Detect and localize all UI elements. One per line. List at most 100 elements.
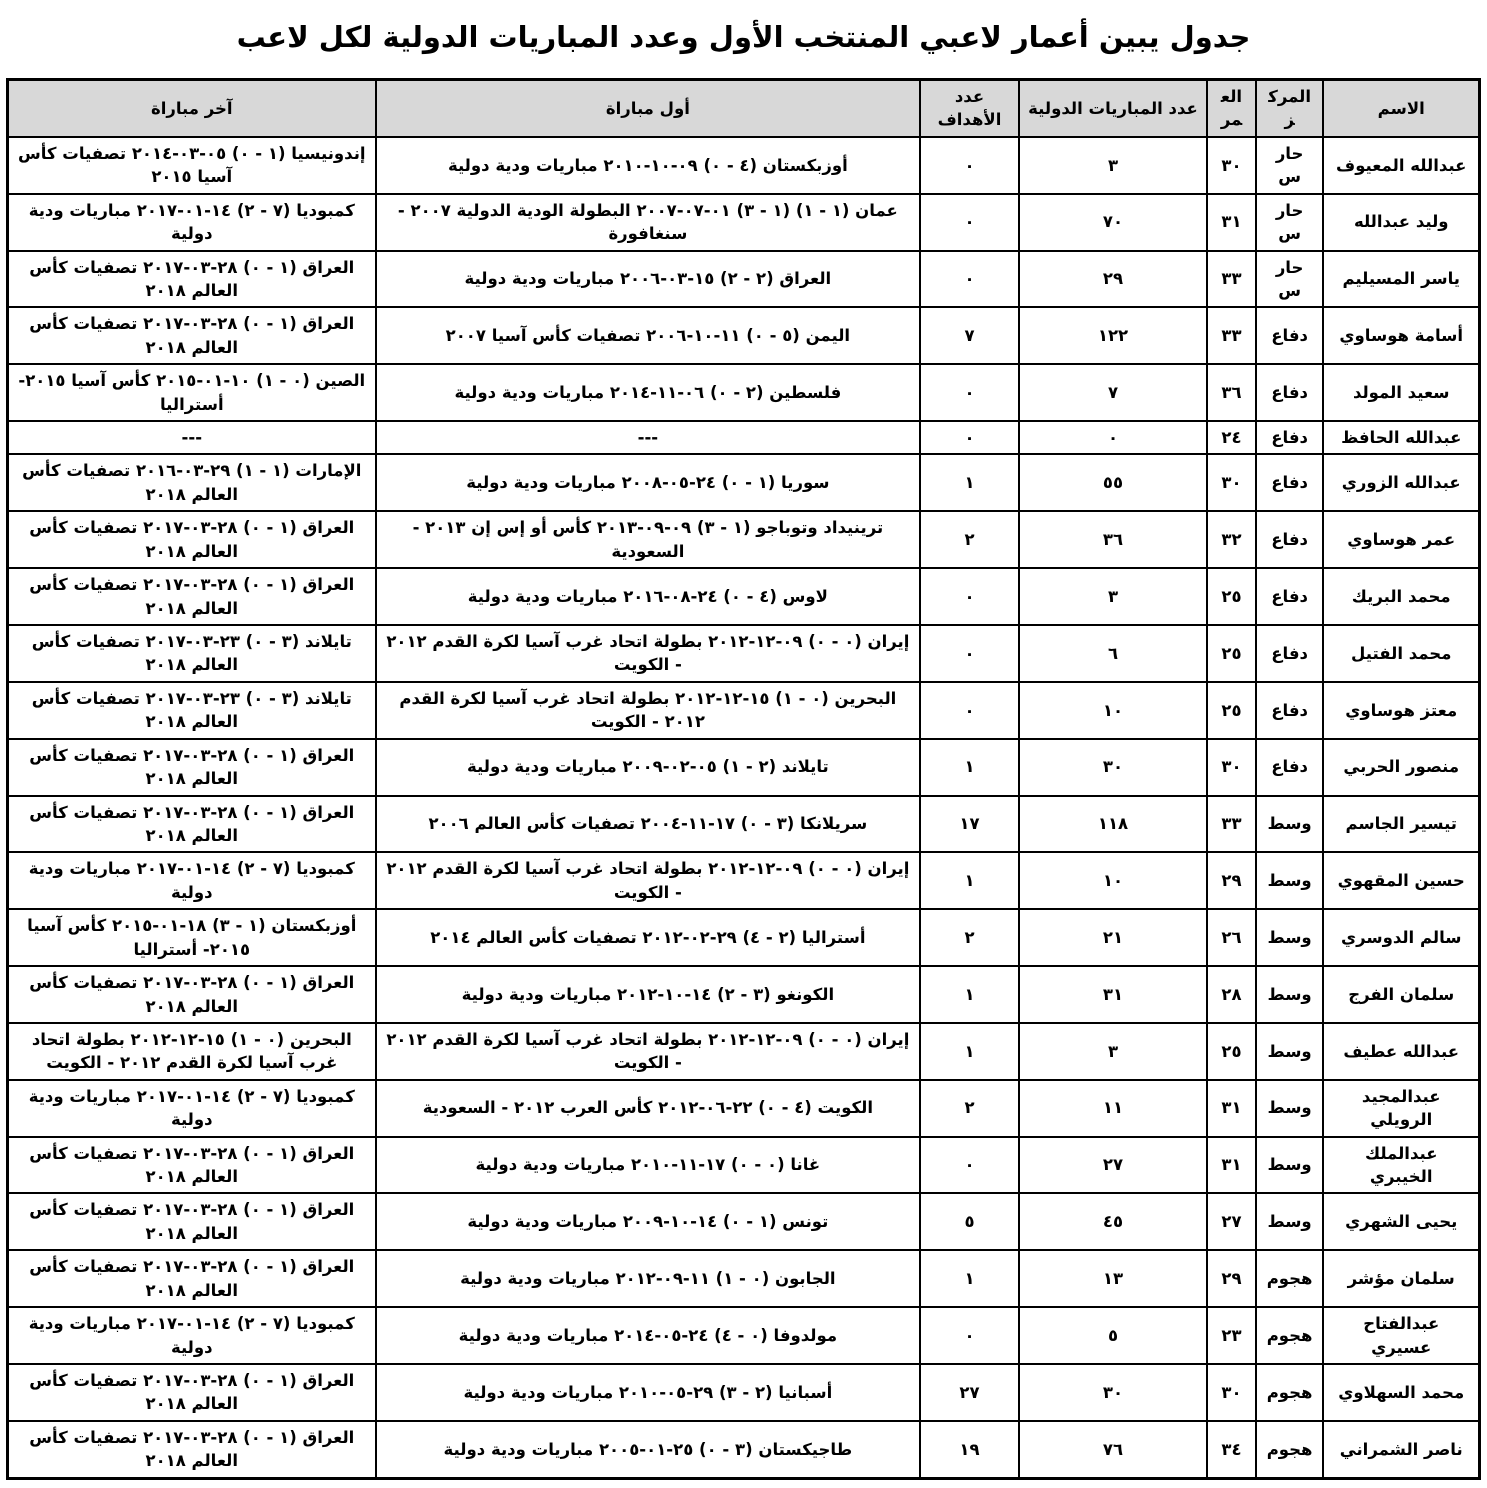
cell-goals: ٠ bbox=[919, 420, 1020, 456]
cell-intl-matches: ٢١ bbox=[1017, 908, 1209, 968]
cell-first-match: غانا (٠ - ٠) ١٧-١١-٢٠١٠ مباريات ودية دول… bbox=[374, 1135, 922, 1195]
cell-last-match: الإمارات (١ - ١) ٢٩-٠٣-٢٠١٦ تصفيات كأس ا… bbox=[6, 453, 377, 513]
cell-position: دفاع bbox=[1254, 306, 1325, 366]
cell-first-match: سوريا (١ - ٠) ٢٤-٠٥-٢٠٠٨ مباريات ودية دو… bbox=[374, 453, 922, 513]
column-header-intl-matches: عدد المباريات الدولية bbox=[1017, 78, 1209, 138]
cell-name: عبدالملك الخيبري bbox=[1322, 1135, 1481, 1195]
cell-intl-matches: ٦ bbox=[1017, 624, 1209, 683]
cell-position: وسط bbox=[1254, 794, 1325, 854]
cell-name: سلمان الفرج bbox=[1322, 965, 1481, 1024]
cell-age: ٢٥ bbox=[1206, 680, 1257, 740]
cell-last-match: العراق (١ - ٠) ٢٨-٠٣-٢٠١٧ تصفيات كأس الع… bbox=[6, 1419, 377, 1480]
cell-goals: ١ bbox=[919, 1021, 1020, 1081]
cell-position: هجوم bbox=[1254, 1419, 1325, 1480]
cell-position: وسط bbox=[1254, 965, 1325, 1024]
table-row: يحيى الشهري وسط ٢٧ ٤٥ ٥ تونس (١ - ٠) ١٤-١٠-٢٠… bbox=[6, 1192, 1481, 1252]
cell-name: منصور الحربي bbox=[1322, 737, 1481, 797]
cell-age: ٣١ bbox=[1206, 1078, 1257, 1138]
cell-first-match: البحرين (٠ - ١) ١٥-١٢-٢٠١٢ بطولة اتحاد غ… bbox=[374, 680, 922, 740]
cell-age: ٢٦ bbox=[1206, 908, 1257, 968]
cell-last-match: العراق (١ - ٠) ٢٨-٠٣-٢٠١٧ تصفيات كأس الع… bbox=[6, 510, 377, 570]
cell-name: تيسير الجاسم bbox=[1322, 794, 1481, 854]
cell-intl-matches: ٣ bbox=[1017, 567, 1209, 627]
cell-age: ٣٣ bbox=[1206, 794, 1257, 854]
cell-name: سالم الدوسري bbox=[1322, 908, 1481, 968]
table-row: ياسر المسيليم حارس ٣٣ ٢٩ ٠ العراق (٢ - ٢) ١٥-… bbox=[6, 249, 1481, 309]
cell-goals: ٠ bbox=[919, 1135, 1020, 1195]
cell-age: ٢٥ bbox=[1206, 567, 1257, 627]
cell-goals: ٠ bbox=[919, 135, 1020, 195]
table-row: سلمان الفرج وسط ٢٨ ٣١ ١ الكونغو (٣ - ٢) ١٤-١٠… bbox=[6, 965, 1481, 1024]
cell-last-match: كمبوديا (٧ - ٢) ١٤-٠١-٢٠١٧ مباريات ودية … bbox=[6, 1306, 377, 1365]
cell-name: عبدالمجيد الرويلي bbox=[1322, 1078, 1481, 1138]
cell-name: وليد عبدالله bbox=[1322, 192, 1481, 252]
cell-position: وسط bbox=[1254, 1021, 1325, 1081]
table-row: عبدالمجيد الرويلي وسط ٣١ ١١ ٢ الكويت (٤ - ٠) … bbox=[6, 1078, 1481, 1138]
cell-name: سعيد المولد bbox=[1322, 363, 1481, 423]
cell-goals: ٠ bbox=[919, 1306, 1020, 1365]
column-header-age: العمر bbox=[1206, 78, 1257, 138]
cell-goals: ٠ bbox=[919, 249, 1020, 309]
cell-age: ٢٨ bbox=[1206, 965, 1257, 1024]
cell-goals: ٢ bbox=[919, 510, 1020, 570]
cell-age: ٣٠ bbox=[1206, 1362, 1257, 1422]
cell-name: محمد الفتيل bbox=[1322, 624, 1481, 683]
table-row: سلمان مؤشر هجوم ٢٩ ١٣ ١ الجابون (٠ - ١) ١١-٠٩… bbox=[6, 1249, 1481, 1309]
table-header: الاسم المركز العمر عدد المباريات الدولية عدد… bbox=[6, 78, 1481, 138]
cell-last-match: كمبوديا (٧ - ٢) ١٤-٠١-٢٠١٧ مباريات ودية … bbox=[6, 192, 377, 252]
cell-name: يحيى الشهري bbox=[1322, 1192, 1481, 1252]
cell-intl-matches: ٣ bbox=[1017, 1021, 1209, 1081]
cell-age: ٣٠ bbox=[1206, 453, 1257, 513]
table-row: سعيد المولد دفاع ٣٦ ٧ ٠ فلسطين (٢ - ٠) ٠٦-١١-… bbox=[6, 363, 1481, 423]
table-row: حسين المقهوي وسط ٢٩ ١٠ ١ إيران (٠ - ٠) ٠٩-١٢-… bbox=[6, 851, 1481, 911]
cell-intl-matches: ٧٠ bbox=[1017, 192, 1209, 252]
column-header-position: المركز bbox=[1254, 78, 1325, 138]
cell-intl-matches: ٢٧ bbox=[1017, 1135, 1209, 1195]
table-row: عبدالله الزوري دفاع ٣٠ ٥٥ ١ سوريا (١ - ٠) ٢٤-… bbox=[6, 453, 1481, 513]
cell-goals: ٢ bbox=[919, 1078, 1020, 1138]
cell-position: دفاع bbox=[1254, 363, 1325, 423]
table-row: محمد البريك دفاع ٢٥ ٣ ٠ لاوس (٤ - ٠) ٢٤-٠٨-٢٠… bbox=[6, 567, 1481, 627]
cell-goals: ١ bbox=[919, 453, 1020, 513]
cell-last-match: تايلاند (٣ - ٠) ٢٣-٠٣-٢٠١٧ تصفيات كأس ال… bbox=[6, 624, 377, 683]
cell-intl-matches: ٧ bbox=[1017, 363, 1209, 423]
page-title: جدول يبين أعمار لاعبي المنتخب الأول وعدد… bbox=[236, 20, 1251, 54]
cell-position: دفاع bbox=[1254, 567, 1325, 627]
cell-goals: ٠ bbox=[919, 624, 1020, 683]
cell-name: سلمان مؤشر bbox=[1322, 1249, 1481, 1309]
cell-first-match: طاجيكستان (٣ - ٠) ٢٥-٠١-٢٠٠٥ مباريات ودي… bbox=[374, 1419, 922, 1480]
cell-position: دفاع bbox=[1254, 737, 1325, 797]
cell-name: معتز هوساوي bbox=[1322, 680, 1481, 740]
cell-position: دفاع bbox=[1254, 510, 1325, 570]
cell-last-match: العراق (١ - ٠) ٢٨-٠٣-٢٠١٧ تصفيات كأس الع… bbox=[6, 249, 377, 309]
cell-position: دفاع bbox=[1254, 420, 1325, 456]
cell-position: حارس bbox=[1254, 192, 1325, 252]
column-header-goals: عدد الأهداف bbox=[919, 78, 1020, 138]
cell-first-match: أوزبكستان (٤ - ٠) ٠٩-١٠-٢٠١٠ مباريات ودي… bbox=[374, 135, 922, 195]
cell-first-match: إيران (٠ - ٠) ٠٩-١٢-٢٠١٢ بطولة اتحاد غرب… bbox=[374, 624, 922, 683]
table-row: عبدالله المعيوف حارس ٣٠ ٣ ٠ أوزبكستان (٤ - ٠)… bbox=[6, 135, 1481, 195]
cell-age: ٢٣ bbox=[1206, 1306, 1257, 1365]
cell-first-match: الكونغو (٣ - ٢) ١٤-١٠-٢٠١٢ مباريات ودية … bbox=[374, 965, 922, 1024]
table-row: عبدالله الحافظ دفاع ٢٤ ٠ ٠ --- --- bbox=[6, 420, 1481, 456]
cell-name: أسامة هوساوي bbox=[1322, 306, 1481, 366]
cell-name: عبدالله الزوري bbox=[1322, 453, 1481, 513]
cell-first-match: تونس (١ - ٠) ١٤-١٠-٢٠٠٩ مباريات ودية دول… bbox=[374, 1192, 922, 1252]
cell-intl-matches: ٣ bbox=[1017, 135, 1209, 195]
cell-intl-matches: ٥٥ bbox=[1017, 453, 1209, 513]
cell-last-match: أوزبكستان (١ - ٣) ١٨-٠١-٢٠١٥ كأس آسيا ٢٠… bbox=[6, 908, 377, 968]
cell-age: ٣٣ bbox=[1206, 306, 1257, 366]
cell-age: ٣٠ bbox=[1206, 737, 1257, 797]
cell-goals: ١ bbox=[919, 965, 1020, 1024]
table-row: محمد السهلاوي هجوم ٣٠ ٣٠ ٢٧ أسبانيا (٢ - ٣) ٢… bbox=[6, 1362, 1481, 1422]
table-row: محمد الفتيل دفاع ٢٥ ٦ ٠ إيران (٠ - ٠) ٠٩-١٢-٢… bbox=[6, 624, 1481, 683]
cell-first-match: الجابون (٠ - ١) ١١-٠٩-٢٠١٢ مباريات ودية … bbox=[374, 1249, 922, 1309]
cell-position: دفاع bbox=[1254, 624, 1325, 683]
cell-last-match: تايلاند (٣ - ٠) ٢٣-٠٣-٢٠١٧ تصفيات كأس ال… bbox=[6, 680, 377, 740]
cell-last-match: العراق (١ - ٠) ٢٨-٠٣-٢٠١٧ تصفيات كأس الع… bbox=[6, 737, 377, 797]
players-table: الاسم المركز العمر عدد المباريات الدولية عدد… bbox=[6, 78, 1481, 1480]
cell-last-match: إندونيسيا (١ - ٠) ٠٥-٠٣-٢٠١٤ تصفيات كأس … bbox=[6, 135, 377, 195]
table-row: معتز هوساوي دفاع ٢٥ ١٠ ٠ البحرين (٠ - ١) ١٥-١… bbox=[6, 680, 1481, 740]
cell-intl-matches: ٣٠ bbox=[1017, 1362, 1209, 1422]
cell-goals: ١ bbox=[919, 737, 1020, 797]
